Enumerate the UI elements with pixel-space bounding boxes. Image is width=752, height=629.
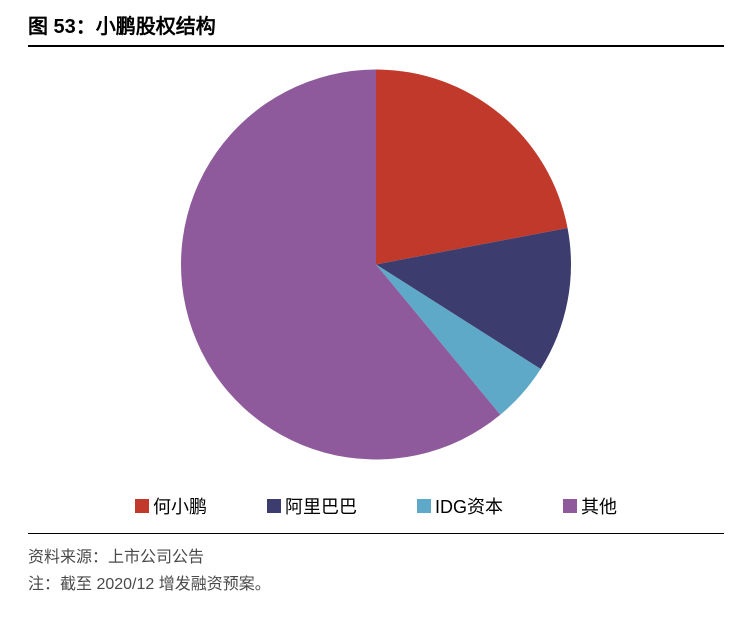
legend-label: IDG资本 [435, 493, 503, 519]
legend-item: 何小鹏 [135, 493, 207, 519]
note-line: 注：截至 2020/12 增发融资预案。 [28, 571, 752, 598]
legend-item: 阿里巴巴 [267, 493, 357, 519]
legend-item: IDG资本 [417, 493, 503, 519]
source-line: 资料来源：上市公司公告 [28, 544, 752, 571]
legend-swatch [135, 499, 149, 513]
pie-chart [166, 55, 586, 480]
figure-container: 图 53：小鹏股权结构 何小鹏 阿里巴巴 IDG资本 其他 资料来源：上市公司公告 注… [0, 0, 752, 629]
figure-title: 图 53：小鹏股权结构 [0, 0, 752, 45]
pie-chart-area [0, 47, 752, 487]
legend-label: 其他 [581, 493, 617, 519]
legend: 何小鹏 阿里巴巴 IDG资本 其他 [0, 487, 752, 533]
legend-label: 阿里巴巴 [285, 493, 357, 519]
legend-swatch [417, 499, 431, 513]
legend-label: 何小鹏 [153, 493, 207, 519]
legend-swatch [267, 499, 281, 513]
legend-item: 其他 [563, 493, 617, 519]
figure-footer: 资料来源：上市公司公告 注：截至 2020/12 增发融资预案。 [0, 534, 752, 598]
legend-swatch [563, 499, 577, 513]
